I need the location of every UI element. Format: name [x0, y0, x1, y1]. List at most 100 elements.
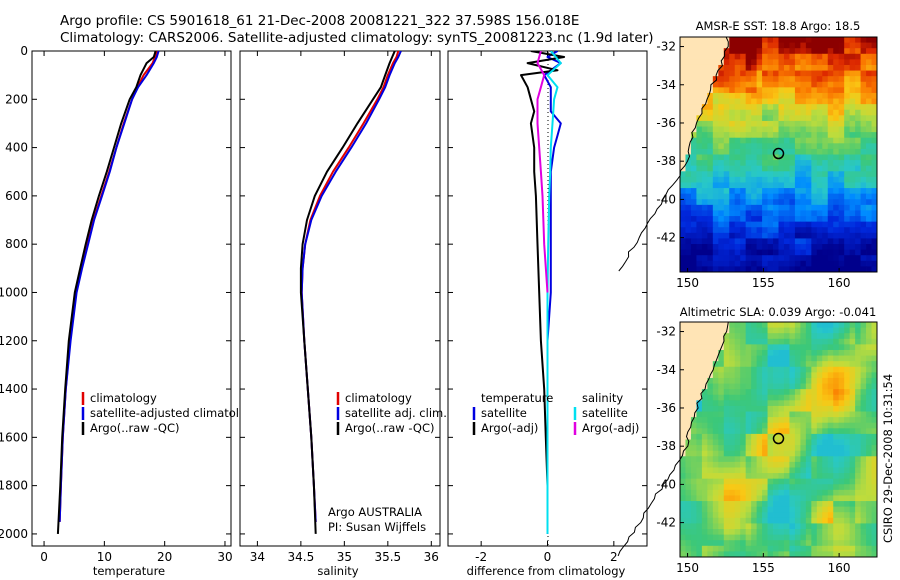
- map-cell: [680, 501, 686, 508]
- map-cell: [805, 456, 812, 463]
- map-cell: [860, 210, 867, 217]
- map-cell: [844, 266, 851, 273]
- map-cell: [833, 87, 840, 94]
- map-cell: [871, 355, 878, 362]
- map-cell: [866, 64, 872, 71]
- map-cell: [723, 227, 730, 234]
- map-cell: [690, 428, 697, 435]
- map-cell: [745, 372, 752, 379]
- map-cell: [729, 53, 736, 60]
- map-cell: [827, 517, 834, 524]
- map-cell: [696, 372, 703, 379]
- map-cell: [718, 48, 725, 55]
- map-cell: [789, 148, 796, 155]
- map-cell: [800, 165, 807, 172]
- map-cell: [833, 428, 840, 435]
- map-cell: [701, 333, 708, 340]
- map-cell: [762, 394, 768, 401]
- map-cell: [680, 176, 686, 183]
- map-cell: [855, 87, 861, 94]
- map-cell: [811, 59, 818, 66]
- map-cell: [718, 238, 725, 245]
- map-cell: [701, 495, 708, 502]
- map-cell: [866, 160, 872, 167]
- map-cell: [811, 154, 818, 161]
- map-cell: [822, 529, 829, 536]
- map-cell: [729, 37, 736, 43]
- map-cell: [800, 389, 807, 396]
- map-cell: [778, 383, 785, 390]
- map-cell: [816, 255, 823, 262]
- map-cell: [729, 137, 736, 144]
- map-cell: [729, 495, 736, 502]
- map-cell: [822, 92, 829, 99]
- series-line: [56, 51, 157, 534]
- map-cell: [871, 221, 878, 228]
- map-cell: [751, 322, 758, 328]
- map-cell: [849, 439, 856, 446]
- map-cell: [680, 59, 686, 66]
- map-cell: [712, 98, 719, 105]
- map-cell: [740, 81, 747, 88]
- map-cell: [871, 227, 878, 234]
- map-cell: [849, 355, 856, 362]
- map-cell: [844, 227, 851, 234]
- map-cell: [800, 405, 807, 412]
- map-cell: [860, 221, 867, 228]
- map-cell: [723, 165, 730, 172]
- map-cell: [778, 193, 785, 200]
- map-cell: [816, 439, 823, 446]
- map-cell: [696, 333, 703, 340]
- map-cell: [751, 104, 758, 111]
- map-cell: [701, 439, 708, 446]
- map-cell: [822, 327, 829, 334]
- map-cell: [767, 249, 774, 256]
- map-cell: [723, 344, 730, 351]
- map-cell: [849, 48, 856, 55]
- map-cell: [712, 221, 719, 228]
- map-cell: [800, 551, 807, 558]
- map-cell: [827, 115, 834, 122]
- map-cell: [778, 428, 785, 435]
- map-cell: [707, 210, 714, 217]
- map-cell: [680, 42, 686, 49]
- x-tick-label: 34.5: [288, 550, 315, 564]
- map-cell: [871, 473, 878, 480]
- map-cell: [718, 372, 725, 379]
- map-cell: [789, 501, 796, 508]
- map-cell: [844, 204, 851, 211]
- map-cell: [690, 148, 697, 155]
- map-cell: [696, 221, 703, 228]
- map-cell: [751, 132, 758, 139]
- map-cell: [762, 512, 768, 519]
- map-cell: [855, 42, 861, 49]
- map-cell: [751, 456, 758, 463]
- map-cell: [773, 165, 779, 172]
- map-cell: [690, 109, 697, 116]
- map-cell: [773, 104, 779, 111]
- map-cell: [723, 461, 730, 468]
- map-cell: [811, 199, 818, 206]
- map-cell: [800, 266, 807, 273]
- map-cell: [871, 81, 878, 88]
- map-cell: [685, 249, 692, 256]
- map-cell: [783, 76, 790, 83]
- map-cell: [707, 160, 714, 167]
- map-cell: [701, 355, 708, 362]
- map-cell: [685, 182, 692, 189]
- map-cell: [827, 355, 834, 362]
- map-cell: [866, 433, 872, 440]
- map-cell: [805, 467, 812, 474]
- map-cell: [767, 104, 774, 111]
- map-cell: [712, 53, 719, 60]
- map-cell: [751, 64, 758, 71]
- map-cell: [849, 232, 856, 239]
- map-cell: [767, 148, 774, 155]
- map-cell: [822, 366, 829, 373]
- map-cell: [701, 349, 708, 356]
- map-cell: [707, 232, 714, 239]
- map-cell: [827, 433, 834, 440]
- map-cell: [816, 333, 823, 340]
- map-cell: [729, 42, 736, 49]
- map-cell: [860, 204, 867, 211]
